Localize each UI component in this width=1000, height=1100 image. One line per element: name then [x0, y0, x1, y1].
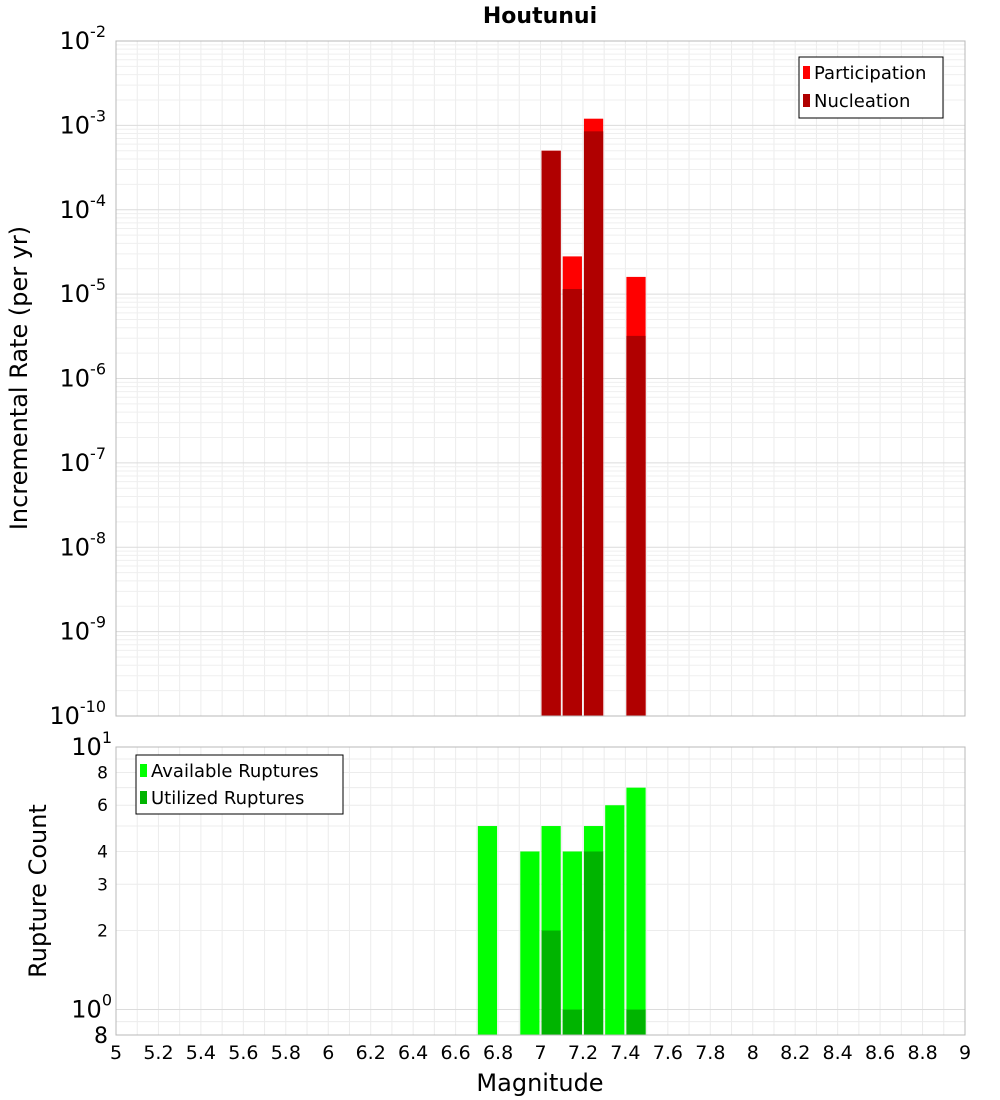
x-tick-label: 6.4: [398, 1042, 428, 1064]
x-tick-label: 8.2: [780, 1042, 810, 1064]
rate-b-bar: [583, 131, 604, 717]
rate-legend: Participation Nucleation: [798, 56, 944, 119]
count-y-tick-label-minor: 6: [97, 796, 108, 816]
rate-y-tick-label: 10-2: [60, 22, 107, 55]
count-plot-bars: [477, 787, 646, 1035]
rate-y-tick-label: 10-4: [60, 191, 107, 224]
x-tick-label: 8.4: [823, 1042, 853, 1064]
rate-y-tick-label: 10-7: [60, 444, 107, 477]
x-tick-label: 7: [534, 1042, 546, 1064]
rate-y-axis-label: Incremental Rate (per yr): [5, 226, 33, 530]
x-tick-label: 5.4: [186, 1042, 216, 1064]
available-legend-label: Available Ruptures: [151, 761, 319, 782]
nucleation-legend-swatch: [803, 94, 810, 107]
count-plot-frame: [115, 746, 966, 1036]
rate-y-tick-label: 10-5: [60, 275, 107, 308]
chart-title: Houtunui: [483, 4, 597, 29]
nucleation-legend-label: Nucleation: [814, 91, 910, 112]
count-a-bar: [477, 826, 498, 1035]
count-y-tick-label-major: 101: [71, 728, 112, 761]
count-b-bar: [541, 930, 561, 1035]
magnitude-x-ticks: 5 5.2 5.4 5.6 5.8 6 6.2 6.4 6.6 6.8 7 7.2 7.4 7.6 7.8 8…: [110, 1042, 971, 1064]
rate-b-bar: [562, 289, 582, 716]
magnitude-x-axis-label: Magnitude: [476, 1069, 603, 1097]
x-tick-label: 5.6: [228, 1042, 258, 1064]
count-y-tick-label-major: 100: [71, 991, 112, 1024]
count-y-tick-label-minor: 2: [97, 922, 108, 942]
count-y-tick-label-minor: 4: [97, 842, 108, 862]
count-b-bar: [583, 851, 604, 1035]
participation-legend-label: Participation: [814, 63, 926, 84]
count-y-tick-label-minor: 8: [94, 1024, 108, 1049]
utilized-legend-swatch: [140, 791, 147, 804]
x-tick-label: 6: [322, 1042, 334, 1064]
x-tick-label: 7.8: [695, 1042, 725, 1064]
x-tick-label: 7.2: [568, 1042, 598, 1064]
count-b-bar: [562, 1009, 582, 1035]
x-tick-label: 8.8: [907, 1042, 937, 1064]
count-legend: Available Ruptures Utilized Ruptures: [135, 754, 344, 815]
rate-y-tick-label: 10-3: [60, 106, 107, 139]
rate-y-tick-label: 10-9: [60, 613, 107, 646]
available-legend-swatch: [140, 764, 147, 777]
rate-legend-box: [798, 56, 944, 119]
rate-y-tick-label: 10-10: [49, 697, 106, 730]
rate-plot-panel: 10-10 10-9 10-8 10-7 10-6 10-5 10-4 10-3 10-2 In…: [5, 22, 966, 730]
utilized-legend-label: Utilized Ruptures: [151, 788, 304, 809]
rate-y-ticks: 10-10 10-9 10-8 10-7 10-6 10-5 10-4 10-3 10-2: [49, 22, 106, 730]
x-tick-label: 7.6: [653, 1042, 683, 1064]
x-tick-label: 5.2: [143, 1042, 173, 1064]
count-a-bar: [520, 851, 540, 1035]
x-tick-label: 6.8: [483, 1042, 513, 1064]
x-tick-label: 6.6: [440, 1042, 470, 1064]
count-a-bar: [562, 851, 582, 1035]
count-y-tick-label-minor: 3: [97, 875, 108, 895]
count-legend-box: [135, 754, 344, 815]
count-a-bar: [605, 805, 625, 1035]
rate-b-bar: [626, 335, 646, 716]
count-y-axis-label: Rupture Count: [24, 804, 52, 978]
x-tick-label: 5.8: [271, 1042, 301, 1064]
participation-legend-swatch: [803, 66, 810, 79]
rate-plot-bars: [541, 118, 646, 717]
count-a-bar: [626, 787, 646, 1035]
rate-y-tick-label: 10-8: [60, 528, 107, 561]
rate-b-bar: [541, 150, 561, 716]
count-y-tick-label-minor: 8: [97, 763, 108, 783]
rate-plot-frame: [115, 40, 966, 717]
rate-plot-grid: [115, 41, 966, 717]
rate-y-tick-label: 10-6: [60, 360, 107, 393]
x-tick-label: 7.4: [610, 1042, 640, 1064]
x-tick-label: 5: [110, 1042, 122, 1064]
count-b-bar: [626, 1009, 646, 1035]
x-tick-label: 9: [959, 1042, 971, 1064]
x-tick-label: 8: [747, 1042, 759, 1064]
x-tick-label: 6.2: [356, 1042, 386, 1064]
x-tick-label: 8.6: [865, 1042, 895, 1064]
